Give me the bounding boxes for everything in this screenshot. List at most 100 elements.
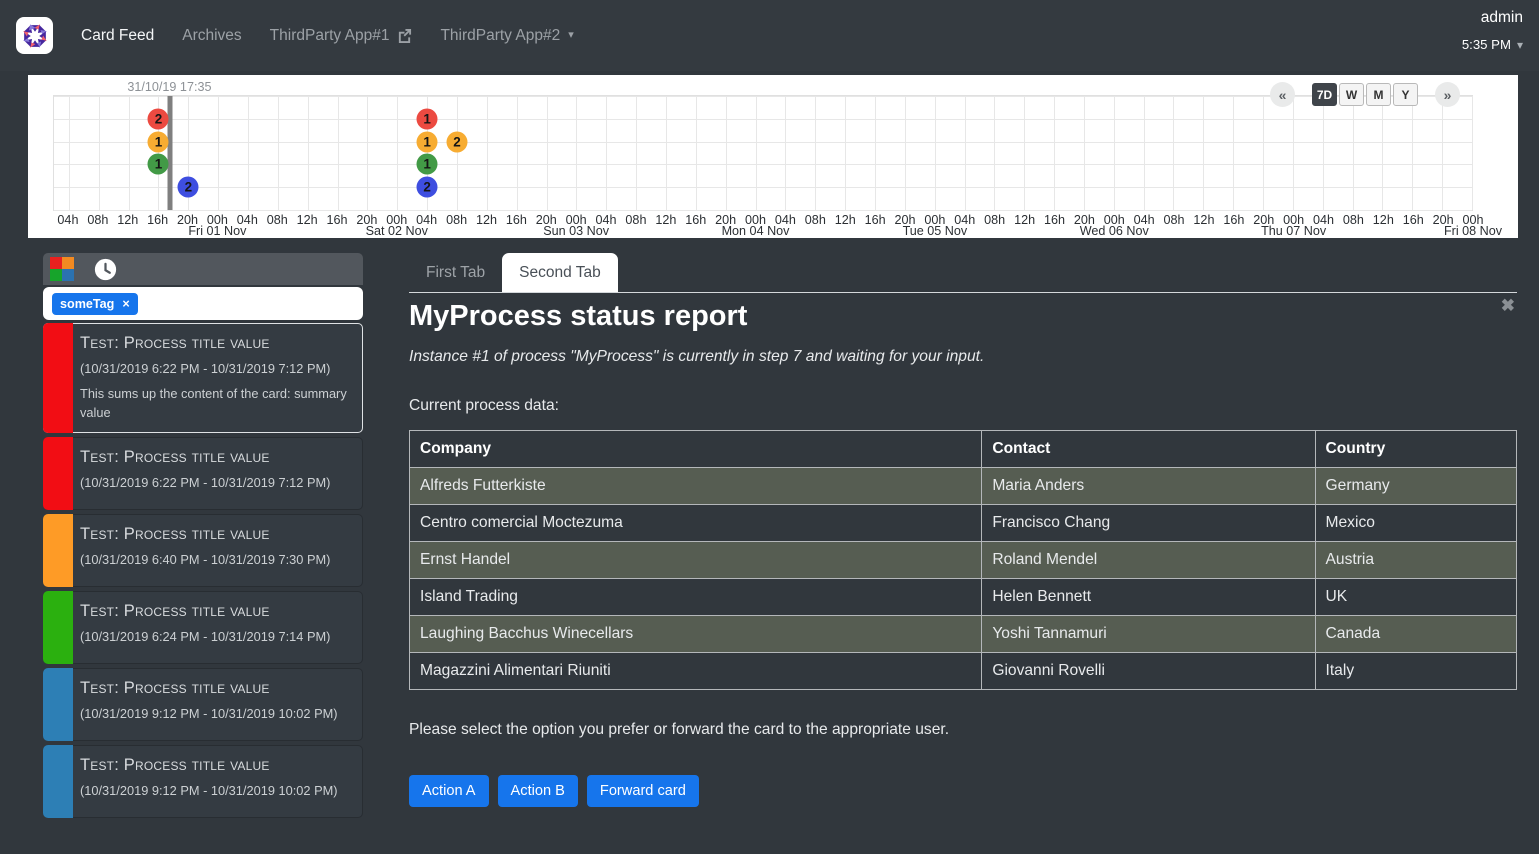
card-dates: (10/31/2019 6:22 PM - 10/31/2019 7:12 PM… <box>80 475 352 490</box>
legend-square <box>50 269 62 281</box>
timeline-bubble-alarm[interactable]: 1 <box>417 108 438 129</box>
card-dates: (10/31/2019 9:12 PM - 10/31/2019 10:02 P… <box>80 706 352 721</box>
gridline <box>1203 96 1204 210</box>
gridline <box>1323 96 1324 210</box>
table-cell: UK <box>1315 579 1516 616</box>
gridline <box>576 96 577 210</box>
app-logo-icon <box>21 22 49 50</box>
feed-card[interactable]: Test: Process title value(10/31/2019 6:2… <box>43 323 363 433</box>
card-dates: (10/31/2019 6:40 PM - 10/31/2019 7:30 PM… <box>80 552 352 567</box>
gridline <box>278 96 279 210</box>
current-time-marker <box>168 96 173 210</box>
feed-sidebar: someTag × Test: Process title value(10/3… <box>43 253 363 818</box>
range-y-button[interactable]: Y <box>1393 83 1418 106</box>
gridline <box>606 96 607 210</box>
nav-item-card-feed[interactable]: Card Feed <box>67 27 168 45</box>
timeline-bubble-action[interactable]: 2 <box>447 131 468 152</box>
action-a-button[interactable]: Action A <box>409 775 489 807</box>
gridline <box>367 96 368 210</box>
gridline <box>1114 96 1115 210</box>
timeline-bubble-compliant[interactable]: 1 <box>148 154 169 175</box>
card-dates: (10/31/2019 9:12 PM - 10/31/2019 10:02 P… <box>80 783 352 798</box>
feed-card[interactable]: Test: Process title value(10/31/2019 6:4… <box>43 514 363 587</box>
feed-card[interactable]: Test: Process title value (10/31/2019 6:2… <box>43 591 363 664</box>
legend-square <box>62 269 74 281</box>
card-title: Test: Process title value <box>80 756 352 775</box>
close-icon[interactable]: ✖ <box>1501 297 1515 314</box>
timeline-controls: « 7DWMY » <box>1270 82 1460 107</box>
tag-remove-icon[interactable]: × <box>122 297 129 311</box>
card-severity-stripe <box>43 668 73 741</box>
table-cell: Francisco Chang <box>982 505 1315 542</box>
table-header-cell: Company <box>410 431 982 468</box>
gridline <box>1084 96 1085 210</box>
timeline-prev-button[interactable]: « <box>1270 82 1295 107</box>
gridline <box>1353 96 1354 210</box>
table-cell: Canada <box>1315 616 1516 653</box>
nav-item-thirdparty-app2[interactable]: ThirdParty App#2▾ <box>426 27 587 45</box>
forward-card-button[interactable]: Forward card <box>587 775 699 807</box>
report-title: MyProcess status report <box>409 300 1517 333</box>
gridline <box>905 96 906 210</box>
table-cell: Roland Mendel <box>982 542 1315 579</box>
legend-square <box>50 257 62 269</box>
nav-item-archives[interactable]: Archives <box>168 27 255 45</box>
gridline <box>636 96 637 210</box>
gridline <box>308 96 309 210</box>
nav-item-label: Archives <box>182 27 241 45</box>
gridline <box>815 96 816 210</box>
tag-pill: someTag × <box>52 293 138 315</box>
range-w-button[interactable]: W <box>1339 83 1364 106</box>
table-body: Alfreds FutterkisteMaria AndersGermanyCe… <box>410 468 1517 690</box>
card-title: Test: Process title value <box>80 602 352 621</box>
nav-item-label: Card Feed <box>81 27 154 45</box>
timeline-next-button[interactable]: » <box>1435 82 1460 107</box>
gridline <box>487 96 488 210</box>
card-dates: (10/31/2019 6:24 PM - 10/31/2019 7:14 PM… <box>80 629 352 644</box>
nav-item-thirdparty-app1[interactable]: ThirdParty App#1 <box>256 27 427 45</box>
timeline-bubble-compliant[interactable]: 1 <box>417 154 438 175</box>
timeline-bubble-information[interactable]: 2 <box>178 177 199 198</box>
nav-item-label: ThirdParty App#1 <box>270 27 390 45</box>
gridline <box>248 96 249 210</box>
gridline <box>1144 96 1145 210</box>
x-day-label: Tue 05 Nov <box>903 224 968 238</box>
range-7d-button[interactable]: 7D <box>1312 83 1337 106</box>
gridline <box>845 96 846 210</box>
card-list: Test: Process title value (10/31/2019 6:2… <box>43 323 363 818</box>
feed-card[interactable]: Test: Process title value (10/31/2019 9:1… <box>43 668 363 741</box>
gridline <box>54 187 1472 188</box>
gridline <box>785 96 786 210</box>
range-m-button[interactable]: M <box>1366 83 1391 106</box>
x-day-label: Fri 08 Nov <box>1444 224 1502 238</box>
card-title: Test: Process title value <box>80 334 352 353</box>
timeline-bubble-alarm[interactable]: 2 <box>148 108 169 129</box>
feed-card[interactable]: Test: Process title value (10/31/2019 9:1… <box>43 745 363 818</box>
gridline <box>69 96 70 210</box>
tab-second[interactable]: Second Tab <box>502 253 618 292</box>
feed-card[interactable]: Test: Process title value(10/31/2019 6:2… <box>43 437 363 510</box>
table-header-row: CompanyContactCountry <box>410 431 1517 468</box>
gridline <box>1173 96 1174 210</box>
tab-first[interactable]: First Tab <box>409 253 502 292</box>
action-b-button[interactable]: Action B <box>498 775 578 807</box>
gridline <box>547 96 548 210</box>
tag-filter-input[interactable]: someTag × <box>43 287 363 320</box>
gridline <box>935 96 936 210</box>
user-menu[interactable]: admin 5:35 PM ▾ <box>1462 9 1523 52</box>
navbar: Card Feed Archives ThirdParty App#1 ThirdPa… <box>0 0 1539 71</box>
card-title: Test: Process title value <box>80 679 352 698</box>
gridline <box>1442 96 1443 210</box>
process-data-table: CompanyContactCountry Alfreds Futterkist… <box>409 430 1517 690</box>
table-cell: Austria <box>1315 542 1516 579</box>
gridline <box>99 96 100 210</box>
app-logo[interactable] <box>16 17 53 54</box>
timeline-bubble-action[interactable]: 1 <box>148 131 169 152</box>
gridline <box>726 96 727 210</box>
timeline-bubble-information[interactable]: 2 <box>417 177 438 198</box>
gridline <box>756 96 757 210</box>
timeline-bubble-action[interactable]: 1 <box>417 131 438 152</box>
table-row: Island TradingHelen BennettUK <box>410 579 1517 616</box>
x-day-label: Thu 07 Nov <box>1261 224 1326 238</box>
data-section-label: Current process data: <box>409 397 1517 415</box>
